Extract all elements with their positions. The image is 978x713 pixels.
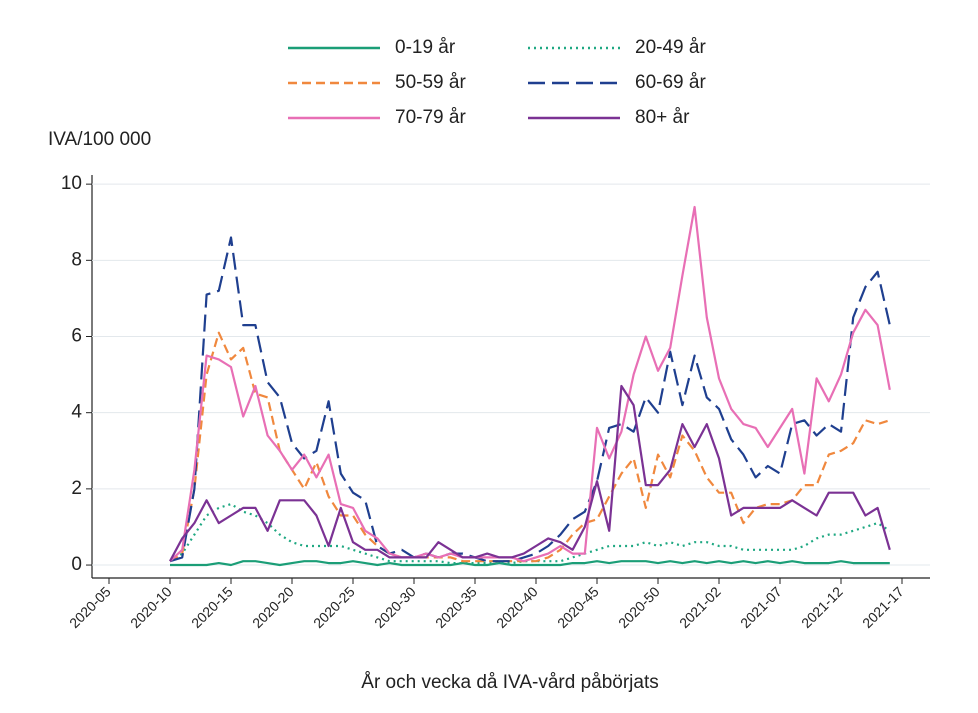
legend-label: 70-79 år bbox=[395, 107, 466, 128]
legend-label: 80+ år bbox=[635, 107, 690, 128]
y-tick-label: 0 bbox=[71, 554, 82, 575]
x-tick-label: 2020-35 bbox=[432, 583, 480, 631]
y-tick-label: 8 bbox=[71, 249, 82, 270]
x-axis-label: År och vecka då IVA-vård påbörjats bbox=[361, 672, 658, 693]
legend-label: 20-49 år bbox=[635, 37, 706, 58]
x-tick-label: 2020-15 bbox=[188, 583, 236, 631]
x-tick-label: 2021-17 bbox=[859, 583, 907, 631]
x-tick-label: 2020-40 bbox=[493, 583, 541, 631]
series-line bbox=[170, 560, 890, 567]
x-tick-label: 2021-12 bbox=[798, 583, 846, 631]
legend-label: 50-59 år bbox=[395, 72, 466, 93]
legend-label: 60-69 år bbox=[635, 72, 706, 93]
x-tick-label: 2020-45 bbox=[554, 583, 602, 631]
x-tick-label: 2020-20 bbox=[249, 583, 297, 631]
y-tick-label: 6 bbox=[71, 326, 82, 347]
x-tick-label: 2021-07 bbox=[737, 583, 785, 631]
y-axis-label: IVA/100 000 bbox=[48, 129, 151, 150]
legend-label: 0-19 år bbox=[395, 37, 456, 58]
x-tick-label: 2020-05 bbox=[66, 583, 114, 631]
x-tick-label: 2020-10 bbox=[127, 583, 175, 631]
x-tick-label: 2020-50 bbox=[615, 583, 663, 631]
series-line bbox=[169, 384, 891, 562]
x-tick-label: 2020-30 bbox=[371, 583, 419, 631]
x-tick-label: 2021-02 bbox=[676, 583, 724, 631]
series-line bbox=[169, 503, 891, 565]
y-tick-label: 4 bbox=[71, 402, 82, 423]
x-tick-label: 2020-25 bbox=[310, 583, 358, 631]
series-line bbox=[169, 205, 891, 563]
y-tick-label: 10 bbox=[61, 173, 82, 194]
series-line bbox=[169, 236, 891, 563]
y-tick-label: 2 bbox=[71, 478, 82, 499]
